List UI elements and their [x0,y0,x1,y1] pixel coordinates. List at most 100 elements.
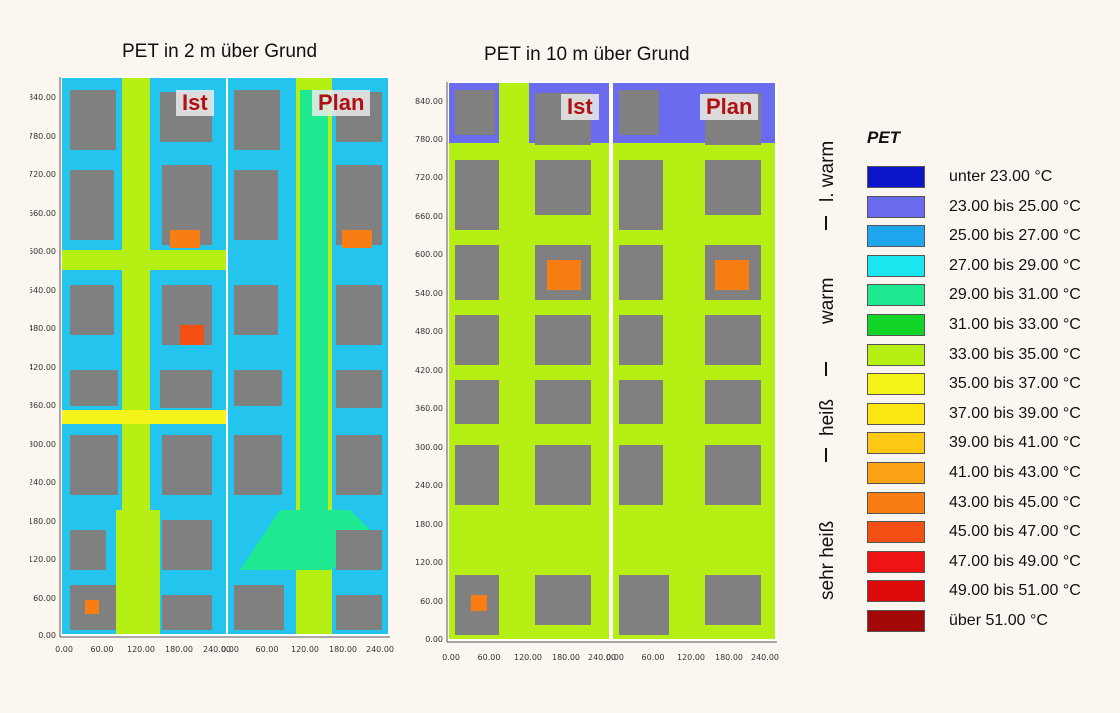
y-tick: 780.00 [30,132,56,141]
y-tick: 720.00 [415,173,443,182]
category-warm: warm [817,277,838,324]
x-tick: 60.00 [91,645,114,654]
x-tick: 60.00 [478,653,501,662]
y-tick: 480.00 [415,327,443,336]
legend-swatch [867,284,925,307]
y-tick: 540.00 [415,289,443,298]
legend-swatch [867,491,925,514]
y-tick: 600.00 [30,247,56,256]
x-tick: 240.00 [366,645,394,654]
panel-label-2m-ist: Ist [176,90,214,116]
y-axis-2m: 840.00 780.00 720.00 660.00 600.00 540.0… [30,77,61,640]
legend-label: 35.00 bis 37.00 °C [949,375,1081,393]
panel-2m-ist [62,78,226,634]
y-tick: 420.00 [415,366,443,375]
x-tick: 120.00 [677,653,705,662]
category-l-warm: l. warm [817,140,838,202]
legend-swatch [867,195,925,218]
x-tick: 60.00 [642,653,665,662]
legend-swatch [867,432,925,455]
panel-label-2m-plan: Plan [312,90,371,116]
legend-swatch [867,314,925,336]
x-tick: 120.00 [291,645,319,654]
legend-swatch [867,166,925,188]
y-tick: 180.00 [30,517,56,526]
legend-label: 37.00 bis 39.00 °C [949,404,1081,422]
x-tick: 180.00 [552,653,580,662]
panel-label-10m-ist: Ist [561,94,599,120]
y-tick: 480.00 [30,324,56,333]
legend-label: 41.00 bis 43.00 °C [949,464,1081,481]
y-tick: 300.00 [30,440,56,449]
category-separator [825,216,827,230]
x-tick: 120.00 [127,645,155,654]
legend-title: PET [867,128,901,147]
y-tick: 660.00 [30,209,56,218]
y-tick: 360.00 [30,401,56,410]
y-tick: 0.00 [425,635,443,644]
x-axis-2m: 0.00 60.00 120.00 180.00 240.00 0.00 60.… [55,636,394,654]
legend-swatch [867,610,925,632]
legend-label: 45.00 bis 47.00 °C [949,523,1081,541]
x-axis-10m: 0.00 60.00 120.00 180.00 240.00 0.00 60.… [442,641,779,662]
legend-label: 33.00 bis 35.00 °C [949,345,1081,363]
title-10m: PET in 10 m über Grund [484,44,690,65]
category-sehr-heiss: sehr heiß [817,520,838,600]
x-tick: 0.00 [442,653,460,662]
x-tick: 180.00 [165,645,193,654]
y-tick: 300.00 [415,443,443,452]
pet-map-2m: 840.00 780.00 720.00 660.00 600.00 540.0… [30,77,394,654]
panel-2m-plan [228,78,388,634]
x-tick: 0.00 [606,653,624,662]
x-tick: 120.00 [514,653,542,662]
y-tick: 780.00 [415,135,443,144]
y-axis-10m: 840.00 780.00 720.00 660.00 600.00 540.0… [415,82,448,644]
panel-label-10m-plan: Plan [700,94,759,120]
x-tick: 240.00 [588,653,616,662]
y-tick: 240.00 [415,481,443,490]
category-heiss: heiß [817,399,838,436]
legend-swatch [867,402,925,425]
y-tick: 420.00 [30,363,56,372]
x-tick: 180.00 [329,645,357,654]
legend-label: 31.00 bis 33.00 °C [949,316,1081,333]
x-tick: 60.00 [256,645,279,654]
legend-swatch [867,521,925,544]
y-tick: 240.00 [30,478,56,487]
legend-label: 49.00 bis 51.00 °C [949,582,1081,600]
x-tick: 240.00 [203,645,231,654]
legend-swatch [867,225,925,248]
legend-label: unter 23.00 °C [949,168,1053,185]
y-tick: 360.00 [415,404,443,413]
y-tick: 600.00 [415,250,443,259]
legend-swatch [867,343,925,366]
legend-label: 43.00 bis 45.00 °C [949,493,1081,511]
y-tick: 660.00 [415,212,443,221]
y-tick: 840.00 [415,97,443,106]
legend-label: 39.00 bis 41.00 °C [949,434,1081,452]
category-separator [825,448,827,462]
legend-swatch [867,254,925,277]
panel-10m-plan [613,83,775,639]
y-tick: 0.00 [38,631,56,640]
y-tick: 840.00 [30,93,56,102]
x-tick: 0.00 [55,645,73,654]
x-tick: 180.00 [715,653,743,662]
panel-10m-ist [449,83,609,639]
legend-swatch [867,580,925,603]
y-tick: 720.00 [30,170,56,179]
category-separator [825,362,827,376]
legend-label: 29.00 bis 31.00 °C [949,286,1081,304]
x-tick: 240.00 [751,653,779,662]
legend-swatch [867,373,925,396]
pet-map-10m: 840.00 780.00 720.00 660.00 600.00 540.0… [415,82,779,662]
legend-label: 47.00 bis 49.00 °C [949,552,1081,570]
legend-label: über 51.00 °C [949,612,1048,629]
y-tick: 60.00 [33,594,56,603]
legend-swatch [867,462,925,484]
legend-label: 23.00 bis 25.00 °C [949,197,1081,215]
y-tick: 60.00 [420,597,443,606]
y-tick: 540.00 [30,286,56,295]
title-2m: PET in 2 m über Grund [122,41,318,62]
legend-label: 25.00 bis 27.00 °C [949,227,1081,245]
